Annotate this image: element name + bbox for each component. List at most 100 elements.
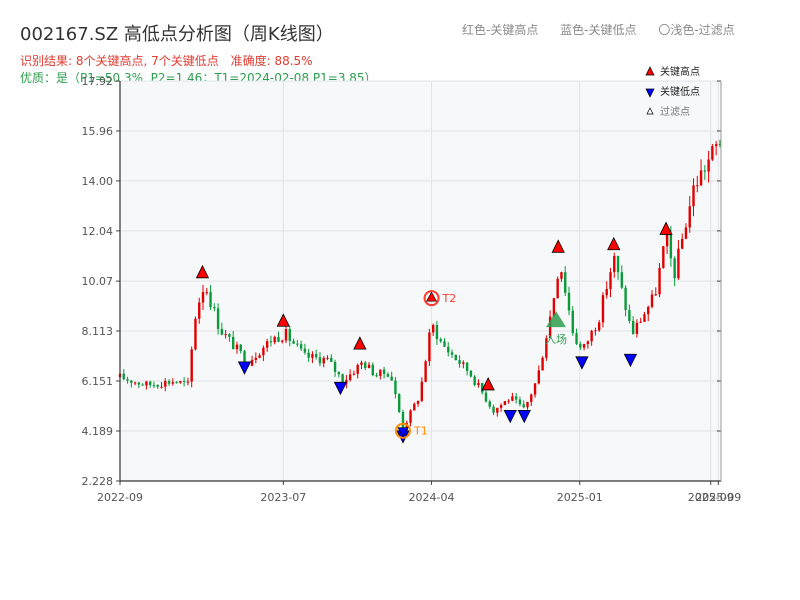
candle-body xyxy=(152,385,156,387)
y-tick-label: 6.151 xyxy=(82,375,114,388)
candle-body xyxy=(405,422,408,431)
legend-label: 过滤点 xyxy=(660,105,690,118)
candle-body xyxy=(356,364,359,374)
candle-body xyxy=(364,362,367,369)
candle-body xyxy=(420,381,424,401)
key-high-marker xyxy=(481,377,495,391)
candle-body xyxy=(239,344,242,352)
key-high-marker xyxy=(353,336,367,350)
candle-body xyxy=(303,348,307,353)
y-tick-label: 2.228 xyxy=(82,475,114,488)
candle-body xyxy=(718,144,722,146)
candle-body xyxy=(220,328,224,335)
candle-body xyxy=(375,375,378,377)
candle-body xyxy=(541,357,544,371)
candle-body xyxy=(315,354,318,358)
turning-point-label: T1 xyxy=(413,425,428,438)
candle-body xyxy=(258,355,261,358)
candle-body xyxy=(216,308,220,329)
candle-body xyxy=(533,383,537,395)
candle-body xyxy=(699,170,703,186)
candle-body xyxy=(137,382,141,385)
candle-body xyxy=(631,320,635,334)
candle-body xyxy=(250,359,254,366)
candle-body xyxy=(231,336,235,350)
candle-body xyxy=(371,364,374,376)
candle-body xyxy=(582,344,586,348)
candle-body xyxy=(609,272,612,290)
candle-body xyxy=(443,341,446,347)
y-tick-label: 15.96 xyxy=(82,125,114,138)
candle-body xyxy=(522,404,525,408)
chart-title: 002167.SZ 高低点分析图（周K线图） xyxy=(20,24,334,45)
candle-body xyxy=(130,380,133,383)
candle-body xyxy=(677,248,680,279)
x-tick-label: 2025-01 xyxy=(557,491,603,504)
y-tick-label: 12.04 xyxy=(82,225,114,238)
candle-body xyxy=(367,364,371,369)
key-high-marker xyxy=(607,236,621,251)
candle-body xyxy=(514,396,518,400)
candle-body xyxy=(579,343,582,348)
candle-body xyxy=(454,354,458,361)
candle-body xyxy=(243,351,246,364)
candle-body xyxy=(431,325,435,333)
candle-body xyxy=(416,400,420,404)
candle-body xyxy=(662,246,665,268)
candle-body xyxy=(545,338,548,358)
candle-body xyxy=(394,380,397,395)
candle-body xyxy=(277,336,280,342)
candle-body xyxy=(639,321,642,323)
candle-body xyxy=(537,370,541,384)
candle-body xyxy=(601,295,605,323)
accuracy-text: 准确度: 88.5% xyxy=(230,54,313,68)
candle-body xyxy=(613,255,616,273)
candle-body xyxy=(307,352,310,358)
turning-point-circle xyxy=(423,290,440,307)
candle-body xyxy=(571,310,574,334)
legend-filtered-symbol xyxy=(646,107,654,115)
candle-body xyxy=(684,227,688,239)
candle-body xyxy=(341,374,344,384)
candle-body xyxy=(643,314,646,322)
candle-body xyxy=(398,394,401,412)
x-tick-label: 2024-04 xyxy=(409,491,455,504)
candle-body xyxy=(413,403,416,411)
candle-body xyxy=(141,384,144,386)
candle-body xyxy=(179,381,182,383)
candle-body xyxy=(213,307,216,309)
key-low-marker xyxy=(333,381,348,396)
y-tick-label: 10.07 xyxy=(82,275,114,288)
legend-high-symbol xyxy=(645,66,655,76)
x-tick-label: 2022-09 xyxy=(97,491,143,504)
candle-body xyxy=(680,238,684,249)
x-tick-label: 2023-07 xyxy=(260,491,306,504)
candle-body xyxy=(428,332,431,362)
candle-body xyxy=(167,381,171,384)
candle-body xyxy=(424,361,427,382)
candle-body xyxy=(360,362,363,365)
candle-body xyxy=(556,278,559,299)
candle-body xyxy=(322,357,325,364)
key-low-marker xyxy=(503,409,517,424)
candle-body xyxy=(288,329,291,341)
launch-label: 入场 xyxy=(545,332,567,346)
candle-body xyxy=(435,325,439,340)
candle-body xyxy=(148,381,152,386)
candle-body xyxy=(590,330,593,342)
candle-body xyxy=(499,405,503,408)
candle-body xyxy=(281,340,284,342)
candle-body xyxy=(548,316,552,339)
x-tick-label: 2025-09 xyxy=(695,491,741,504)
candle-body xyxy=(469,370,473,377)
candle-body xyxy=(484,392,488,402)
candle-body xyxy=(605,289,608,296)
launch-marker xyxy=(546,311,567,328)
candle-body xyxy=(473,376,476,385)
candle-body xyxy=(496,407,499,413)
y-tick-label: 8.113 xyxy=(82,325,114,338)
candle-body xyxy=(273,336,276,343)
candle-body xyxy=(352,373,356,375)
candle-body xyxy=(228,334,231,337)
key-high-marker xyxy=(276,313,290,327)
